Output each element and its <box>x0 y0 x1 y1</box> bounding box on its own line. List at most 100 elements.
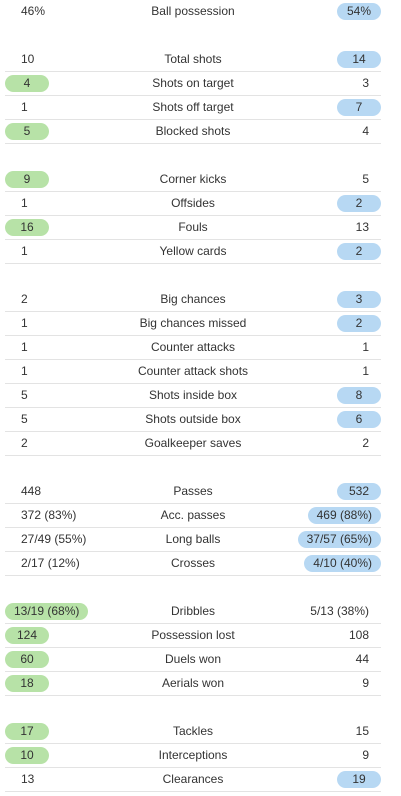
home-value: 17 <box>5 723 49 740</box>
home-value: 5 <box>21 412 28 426</box>
away-value: 1 <box>362 340 369 354</box>
home-value: 18 <box>5 675 49 692</box>
stat-group: Dribbles 13/19 (68%) 5/13 (38%) Possession … <box>0 600 401 696</box>
away-value: 1 <box>362 364 369 378</box>
home-value: 2 <box>21 436 28 450</box>
stat-label: Shots outside box <box>145 412 241 426</box>
stat-label: Dribbles <box>170 604 215 618</box>
home-value: 9 <box>5 171 49 188</box>
stat-label: Tackles <box>172 724 213 738</box>
stat-row-passes: Passes 448 532 <box>5 480 381 504</box>
home-value: 16 <box>5 219 49 236</box>
stat-label: Total shots <box>164 52 222 66</box>
home-value: 1 <box>21 244 28 258</box>
away-value: 2 <box>362 436 369 450</box>
stat-label: Shots inside box <box>148 388 238 402</box>
home-value: 4 <box>5 75 49 92</box>
stat-row-shots-inside-box: Shots inside box 5 8 <box>5 384 381 408</box>
away-value: 532 <box>337 483 381 500</box>
stat-row-big-chances: Big chances 2 3 <box>5 288 381 312</box>
stat-row-blocked-shots: Blocked shots 5 4 <box>5 120 381 144</box>
away-value: 5/13 (38%) <box>310 604 369 618</box>
stat-row-aerials-won: Aerials won 18 9 <box>5 672 381 696</box>
home-value: 13 <box>21 772 35 786</box>
stat-label: Corner kicks <box>159 172 227 186</box>
stat-label: Counter attacks <box>150 340 236 354</box>
away-value: 37/57 (65%) <box>297 531 381 548</box>
stat-row-shots-on-target: Shots on target 4 3 <box>5 72 381 96</box>
stat-label: Shots on target <box>152 76 234 90</box>
stat-row-shots-off-target: Shots off target 1 7 <box>5 96 381 120</box>
stat-label: Clearances <box>162 772 224 786</box>
stat-row-crosses: Crosses 2/17 (12%) 4/10 (40%) <box>5 552 381 576</box>
away-value: 9 <box>362 748 369 762</box>
home-value: 60 <box>5 651 49 668</box>
away-value: 7 <box>337 99 381 116</box>
away-value: 5 <box>362 172 369 186</box>
stat-row-yellow-cards: Yellow cards 1 2 <box>5 240 381 264</box>
stat-row-corner-kicks: Corner kicks 9 5 <box>5 168 381 192</box>
stat-label: Blocked shots <box>155 124 231 138</box>
home-value: 5 <box>5 123 49 140</box>
home-value: 1 <box>21 100 28 114</box>
stat-row-shots-outside-box: Shots outside box 5 6 <box>5 408 381 432</box>
home-value: 124 <box>5 627 49 644</box>
stat-group: Big chances 2 3 Big chances missed 1 2 Counter… <box>0 288 401 456</box>
stat-row-tackles: Tackles 17 15 <box>5 720 381 744</box>
stat-label: Offsides <box>171 196 215 210</box>
home-value: 1 <box>21 364 28 378</box>
home-value: 2/17 (12%) <box>21 556 80 570</box>
away-value: 15 <box>355 724 369 738</box>
home-value: 10 <box>21 52 35 66</box>
home-value: 1 <box>21 316 28 330</box>
stat-label: Interceptions <box>158 748 228 762</box>
away-value: 108 <box>348 628 369 642</box>
away-value: 3 <box>337 291 381 308</box>
stat-group: Ball possession 46% 54% <box>0 0 401 24</box>
stat-label: Aerials won <box>161 676 225 690</box>
home-value: 5 <box>21 388 28 402</box>
away-value: 3 <box>362 76 369 90</box>
away-value: 469 (88%) <box>307 507 381 524</box>
home-value: 10 <box>5 747 49 764</box>
stat-row-counter-attack-shots: Counter attack shots 1 1 <box>5 360 381 384</box>
away-value: 9 <box>362 676 369 690</box>
home-value: 2 <box>21 292 28 306</box>
stat-label: Yellow cards <box>159 244 227 258</box>
away-value: 2 <box>337 195 381 212</box>
stat-label: Big chances <box>160 292 226 306</box>
away-value: 8 <box>337 387 381 404</box>
home-value: 448 <box>21 484 42 498</box>
home-value: 46% <box>21 4 46 18</box>
stat-row-offsides: Offsides 1 2 <box>5 192 381 216</box>
home-value: 27/49 (55%) <box>21 532 87 546</box>
away-value: 14 <box>337 51 381 68</box>
stat-label: Crosses <box>170 556 215 570</box>
stat-row-counter-attacks: Counter attacks 1 1 <box>5 336 381 360</box>
stat-label: Counter attack shots <box>137 364 249 378</box>
stat-row-dribbles: Dribbles 13/19 (68%) 5/13 (38%) <box>5 600 381 624</box>
stat-label: Ball possession <box>151 4 235 18</box>
stat-row-duels-won: Duels won 60 44 <box>5 648 381 672</box>
stat-row-acc-passes: Acc. passes 372 (83%) 469 (88%) <box>5 504 381 528</box>
home-value: 1 <box>21 196 28 210</box>
stat-row-possession-lost: Possession lost 124 108 <box>5 624 381 648</box>
stat-row-goalkeeper-saves: Goalkeeper saves 2 2 <box>5 432 381 456</box>
stat-group: Corner kicks 9 5 Offsides 1 2 Fouls 16 13 Yellow … <box>0 168 401 264</box>
stat-label: Possession lost <box>151 628 235 642</box>
stat-row-interceptions: Interceptions 10 9 <box>5 744 381 768</box>
away-value: 19 <box>337 771 381 788</box>
stat-label: Long balls <box>165 532 221 546</box>
away-value: 2 <box>337 243 381 260</box>
stat-label: Duels won <box>164 652 222 666</box>
stat-label: Fouls <box>178 220 208 234</box>
stat-label: Big chances missed <box>139 316 247 330</box>
stat-row-ball-possession: Ball possession 46% 54% <box>5 0 381 24</box>
stat-row-big-chances-missed: Big chances missed 1 2 <box>5 312 381 336</box>
home-value: 13/19 (68%) <box>5 603 89 620</box>
stat-label: Acc. passes <box>160 508 226 522</box>
stat-label: Goalkeeper saves <box>144 436 242 450</box>
away-value: 44 <box>355 652 369 666</box>
stat-label: Passes <box>173 484 213 498</box>
